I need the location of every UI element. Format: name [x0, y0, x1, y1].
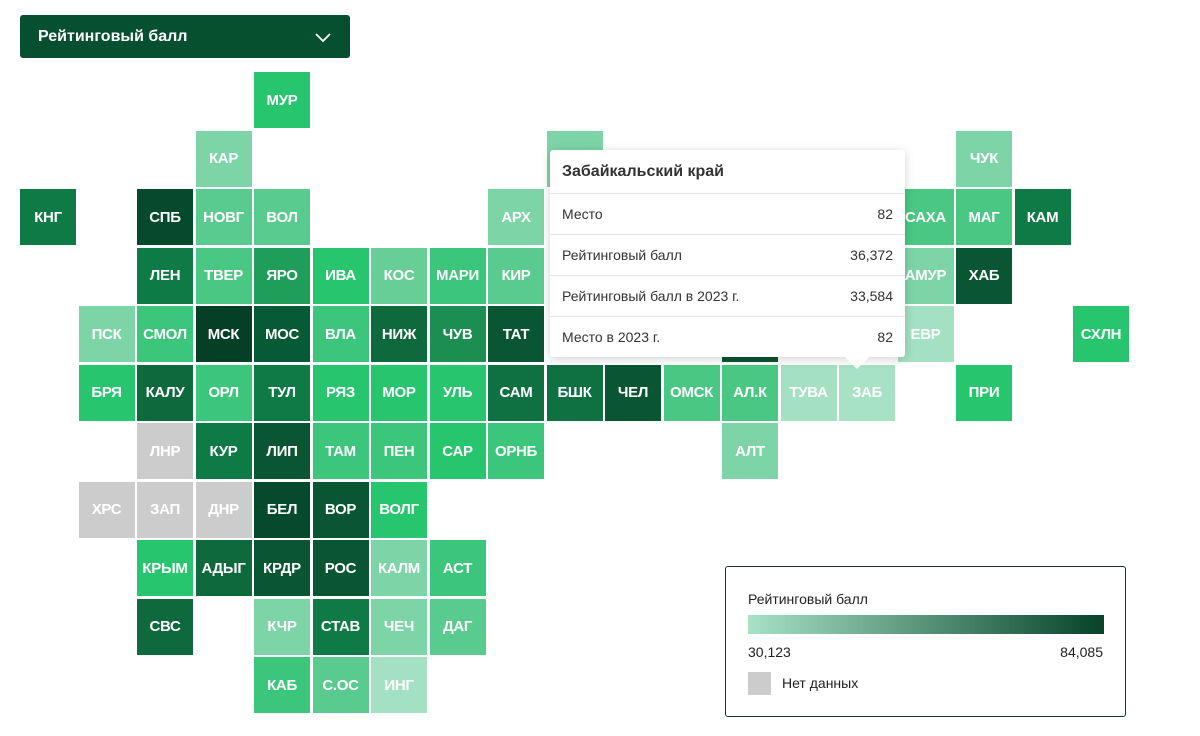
region-tooltip: Забайкальский край Место 82 Рейтинговый … [550, 150, 905, 369]
region-tile[interactable]: АДЫГ [195, 540, 252, 596]
region-tile[interactable]: ЗАБ [839, 364, 895, 421]
region-tile[interactable]: АМУР [897, 247, 954, 304]
region-tile[interactable]: СМОЛ [137, 306, 193, 362]
region-tile[interactable]: ТУЛ [254, 364, 310, 421]
metric-select-label: Рейтинговый балл [38, 27, 188, 45]
legend-gradient-bar [748, 615, 1104, 634]
region-tile[interactable]: ЗАП [137, 481, 193, 538]
region-tile[interactable]: КИР [488, 247, 544, 304]
region-tile[interactable]: УЛЬ [429, 364, 486, 421]
region-tile[interactable]: ДАГ [429, 598, 486, 655]
region-tile[interactable]: МСК [195, 306, 252, 362]
region-tile[interactable]: САМ [488, 364, 544, 421]
region-tile[interactable]: ЧУВ [429, 306, 486, 362]
region-tile[interactable]: ЛИП [254, 423, 310, 479]
region-tile[interactable]: ПРИ [956, 364, 1012, 421]
region-tile[interactable]: ЧЕЧ [371, 598, 427, 655]
tooltip-title: Забайкальский край [550, 150, 905, 194]
region-tile[interactable]: КАБ [254, 657, 310, 713]
region-tile[interactable]: РОС [312, 540, 369, 596]
tooltip-row-value: 33,584 [850, 288, 893, 304]
region-tile[interactable]: СПБ [137, 189, 193, 245]
region-tile[interactable]: ТУВА [780, 364, 837, 421]
region-tile[interactable]: САР [429, 423, 486, 479]
region-tile[interactable]: ВОР [312, 481, 369, 538]
region-tile[interactable]: БШК [546, 364, 603, 421]
region-tile[interactable]: ОРЛ [195, 364, 252, 421]
region-tile[interactable]: ПЕН [371, 423, 427, 479]
region-tile[interactable]: НИЖ [371, 306, 427, 362]
tooltip-row: Место 82 [550, 194, 905, 235]
legend-no-data-label: Нет данных [782, 675, 859, 691]
legend-title: Рейтинговый балл [748, 591, 868, 607]
tooltip-row: Рейтинговый балл в 2023 г. 33,584 [550, 276, 905, 317]
region-tile[interactable]: ЧУК [956, 130, 1012, 187]
region-tile[interactable]: ОРНБ [488, 423, 544, 479]
tooltip-row: Рейтинговый балл 36,372 [550, 235, 905, 276]
region-tile[interactable]: ХРС [78, 481, 135, 538]
region-tile[interactable]: АЛ.К [722, 364, 778, 421]
region-tile[interactable]: С.ОС [312, 657, 369, 713]
tooltip-row-value: 82 [877, 206, 893, 222]
region-tile[interactable]: ЧЕЛ [605, 364, 661, 421]
region-tile[interactable]: ВОЛГ [371, 481, 427, 538]
region-tile[interactable]: ВОЛ [254, 189, 310, 245]
region-tile[interactable]: КРДР [254, 540, 310, 596]
tooltip-row-value: 82 [877, 329, 893, 345]
region-tile[interactable]: КУР [195, 423, 252, 479]
region-tile[interactable]: ОМСК [663, 364, 720, 421]
region-tile[interactable]: АРХ [488, 189, 544, 245]
region-tile[interactable]: ЕВР [897, 306, 954, 362]
region-tile[interactable]: КАЛМ [371, 540, 427, 596]
region-tile[interactable]: МАРИ [429, 247, 486, 304]
region-tile[interactable]: ЯРО [254, 247, 310, 304]
region-tile[interactable]: КРЫМ [137, 540, 193, 596]
legend-no-data-swatch [748, 672, 771, 695]
region-tile[interactable]: НОВГ [195, 189, 252, 245]
region-tile[interactable]: ТВЕР [195, 247, 252, 304]
tooltip-row-label: Рейтинговый балл в 2023 г. [562, 288, 740, 304]
legend-max-label: 84,085 [1060, 644, 1103, 660]
legend-min-label: 30,123 [748, 644, 791, 660]
region-tile[interactable]: ИНГ [371, 657, 427, 713]
region-tile[interactable]: ИВА [312, 247, 369, 304]
metric-select[interactable]: Рейтинговый балл [20, 15, 350, 58]
tooltip-row-label: Рейтинговый балл [562, 247, 682, 263]
region-tile[interactable]: ЛНР [137, 423, 193, 479]
region-tile[interactable]: КАР [195, 130, 252, 187]
region-tile[interactable]: СВС [137, 598, 193, 655]
tooltip-row-value: 36,372 [850, 247, 893, 263]
chevron-down-icon [315, 32, 331, 42]
region-tile[interactable]: СХЛН [1073, 306, 1129, 362]
region-tile[interactable]: КЧР [254, 598, 310, 655]
region-tile[interactable]: ПСК [78, 306, 135, 362]
region-tile[interactable]: ТАТ [488, 306, 544, 362]
region-tile[interactable]: БЕЛ [254, 481, 310, 538]
tooltip-row-label: Место [562, 206, 603, 222]
region-tile[interactable]: КАЛУ [137, 364, 193, 421]
region-tile[interactable]: САХА [897, 189, 954, 245]
region-tile[interactable]: РЯЗ [312, 364, 369, 421]
region-tile[interactable]: ЛЕН [137, 247, 193, 304]
region-tile[interactable]: ДНР [195, 481, 252, 538]
region-tile[interactable]: МОС [254, 306, 310, 362]
region-tile[interactable]: КОС [371, 247, 427, 304]
region-tile[interactable]: СТАВ [312, 598, 369, 655]
legend: Рейтинговый балл 30,123 84,085 Нет данны… [725, 566, 1126, 717]
region-tile[interactable]: ВЛА [312, 306, 369, 362]
region-tile[interactable]: БРЯ [78, 364, 135, 421]
tooltip-row: Место в 2023 г. 82 [550, 317, 905, 357]
tooltip-row-label: Место в 2023 г. [562, 329, 661, 345]
region-tile[interactable]: МОР [371, 364, 427, 421]
region-tile[interactable]: ТАМ [312, 423, 369, 479]
region-tile[interactable]: АСТ [429, 540, 486, 596]
region-tile[interactable]: АЛТ [722, 423, 778, 479]
region-tile[interactable]: ХАБ [956, 247, 1012, 304]
region-tile[interactable]: МАГ [956, 189, 1012, 245]
region-tile[interactable]: КАМ [1014, 189, 1071, 245]
region-tile[interactable]: КНГ [20, 189, 76, 245]
region-tile[interactable]: МУР [254, 72, 310, 128]
